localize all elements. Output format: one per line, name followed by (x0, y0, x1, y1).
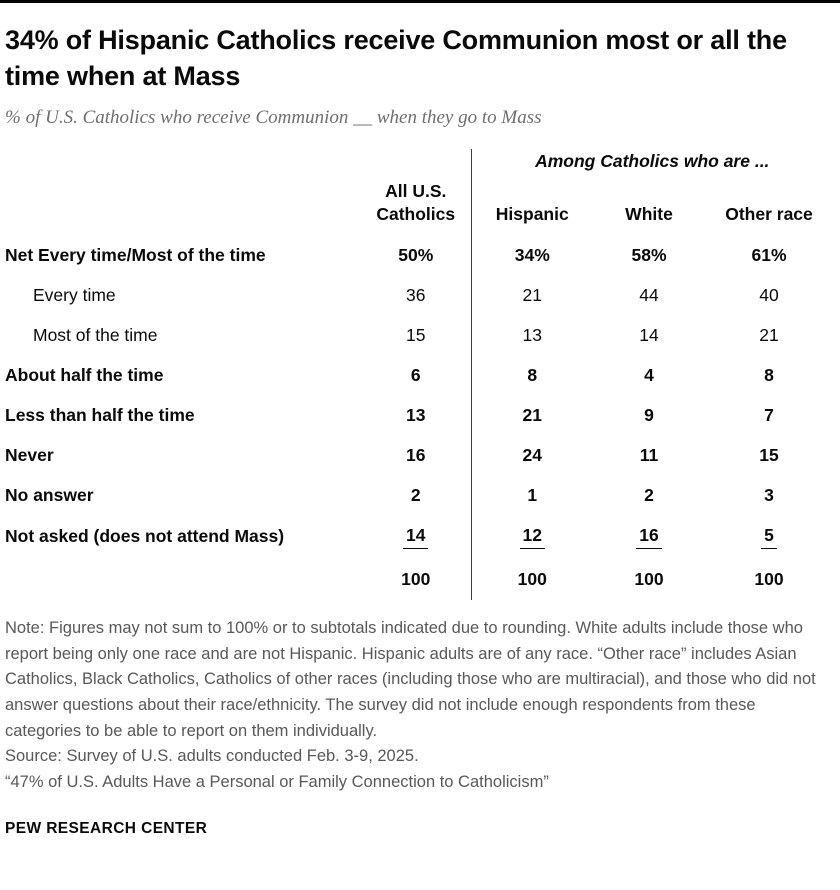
cell-value: 40 (759, 284, 779, 305)
row-label: No answer (5, 484, 94, 505)
cell-value: 50% (398, 244, 434, 265)
cell-value: 5 (705, 515, 833, 558)
cell-value: 61% (751, 244, 787, 265)
group-header-row: Among Catholics who are ... (5, 148, 833, 180)
column-header-all-us: All U.S. Catholics (376, 180, 456, 224)
cell-value: 100 (401, 569, 431, 590)
cell-value: 2 (644, 484, 654, 505)
cell-value: 3 (764, 484, 774, 505)
cell-value: 100 (634, 569, 664, 590)
cell-value: 14 (639, 324, 659, 345)
cell-value: 36 (406, 284, 426, 305)
table-row-total: 100 100 100 100 (5, 558, 833, 600)
table-row-most-of-time: Most of the time 15 13 14 21 (5, 315, 833, 356)
column-header-other-race: Other race (725, 203, 813, 224)
table-row-not-asked: Not asked (does not attend Mass) 14 12 1… (5, 515, 833, 559)
cell-value: 21 (759, 324, 779, 345)
cell-value: 1 (470, 475, 593, 516)
column-header-row: All U.S. Catholics Hispanic White Other … (5, 179, 833, 236)
table-row-net: Net Every time/Most of the time 50% 34% … (5, 235, 833, 276)
table-row-no-answer: No answer 2 1 2 3 (5, 475, 833, 516)
cell-value: 24 (470, 435, 593, 476)
column-header-white: White (625, 203, 673, 224)
group-header: Among Catholics who are ... (470, 148, 833, 180)
source-text: Source: Survey of U.S. adults conducted … (5, 747, 419, 766)
cell-value: 44 (639, 284, 659, 305)
cell-value: 15 (759, 444, 779, 465)
cell-value: 16 (593, 515, 705, 558)
row-label: Less than half the time (5, 404, 195, 425)
cell-value: 21 (470, 395, 593, 436)
cell-value: 34% (470, 235, 593, 276)
pew-research-center-logo: PEW RESEARCH CENTER (5, 819, 208, 837)
cell-value: 12 (470, 515, 593, 559)
row-label: About half the time (5, 364, 164, 385)
cell-value: 14 (361, 515, 471, 558)
footnotes: Note: Figures may not sum to 100% or to … (5, 616, 827, 796)
cell-value: 6 (410, 364, 421, 385)
cell-value: 13 (406, 404, 426, 425)
cell-value: 4 (644, 364, 654, 385)
row-label (5, 558, 361, 600)
row-label: Never (5, 444, 54, 465)
table-row-every-time: Every time 36 21 44 40 (5, 275, 833, 316)
row-label: Every time (33, 284, 116, 305)
table-row-less-than-half: Less than half the time 13 21 9 7 (5, 395, 833, 436)
cell-value: 100 (754, 569, 784, 590)
cell-value: 8 (470, 355, 593, 396)
page-title: 34% of Hispanic Catholics receive Commun… (5, 25, 787, 91)
column-header-hispanic: Hispanic (470, 179, 593, 236)
row-label: Most of the time (33, 324, 158, 345)
cell-value: 11 (639, 444, 659, 465)
cell-value: 100 (470, 558, 593, 600)
cell-value: 2 (410, 484, 421, 505)
row-label: Net Every time/Most of the time (5, 244, 266, 265)
chart-subtitle: % of U.S. Catholics who receive Communio… (5, 106, 542, 128)
note-text: Note: Figures may not sum to 100% or to … (5, 618, 816, 740)
table-row-never: Never 16 24 11 15 (5, 435, 833, 476)
cell-value: 13 (470, 315, 593, 356)
row-label: Not asked (does not attend Mass) (5, 526, 285, 547)
cell-value: 15 (406, 324, 426, 345)
cell-value: 21 (470, 275, 593, 316)
report-title: “47% of U.S. Adults Have a Personal or F… (5, 773, 549, 792)
cell-value: 58% (631, 244, 667, 265)
cell-value: 9 (644, 404, 654, 425)
table-row-about-half: About half the time 6 8 4 8 (5, 355, 833, 396)
cell-value: 7 (764, 404, 774, 425)
cell-value: 8 (764, 364, 774, 385)
cell-value: 16 (406, 444, 426, 465)
communion-frequency-table: Among Catholics who are ... All U.S. Cat… (5, 148, 833, 600)
